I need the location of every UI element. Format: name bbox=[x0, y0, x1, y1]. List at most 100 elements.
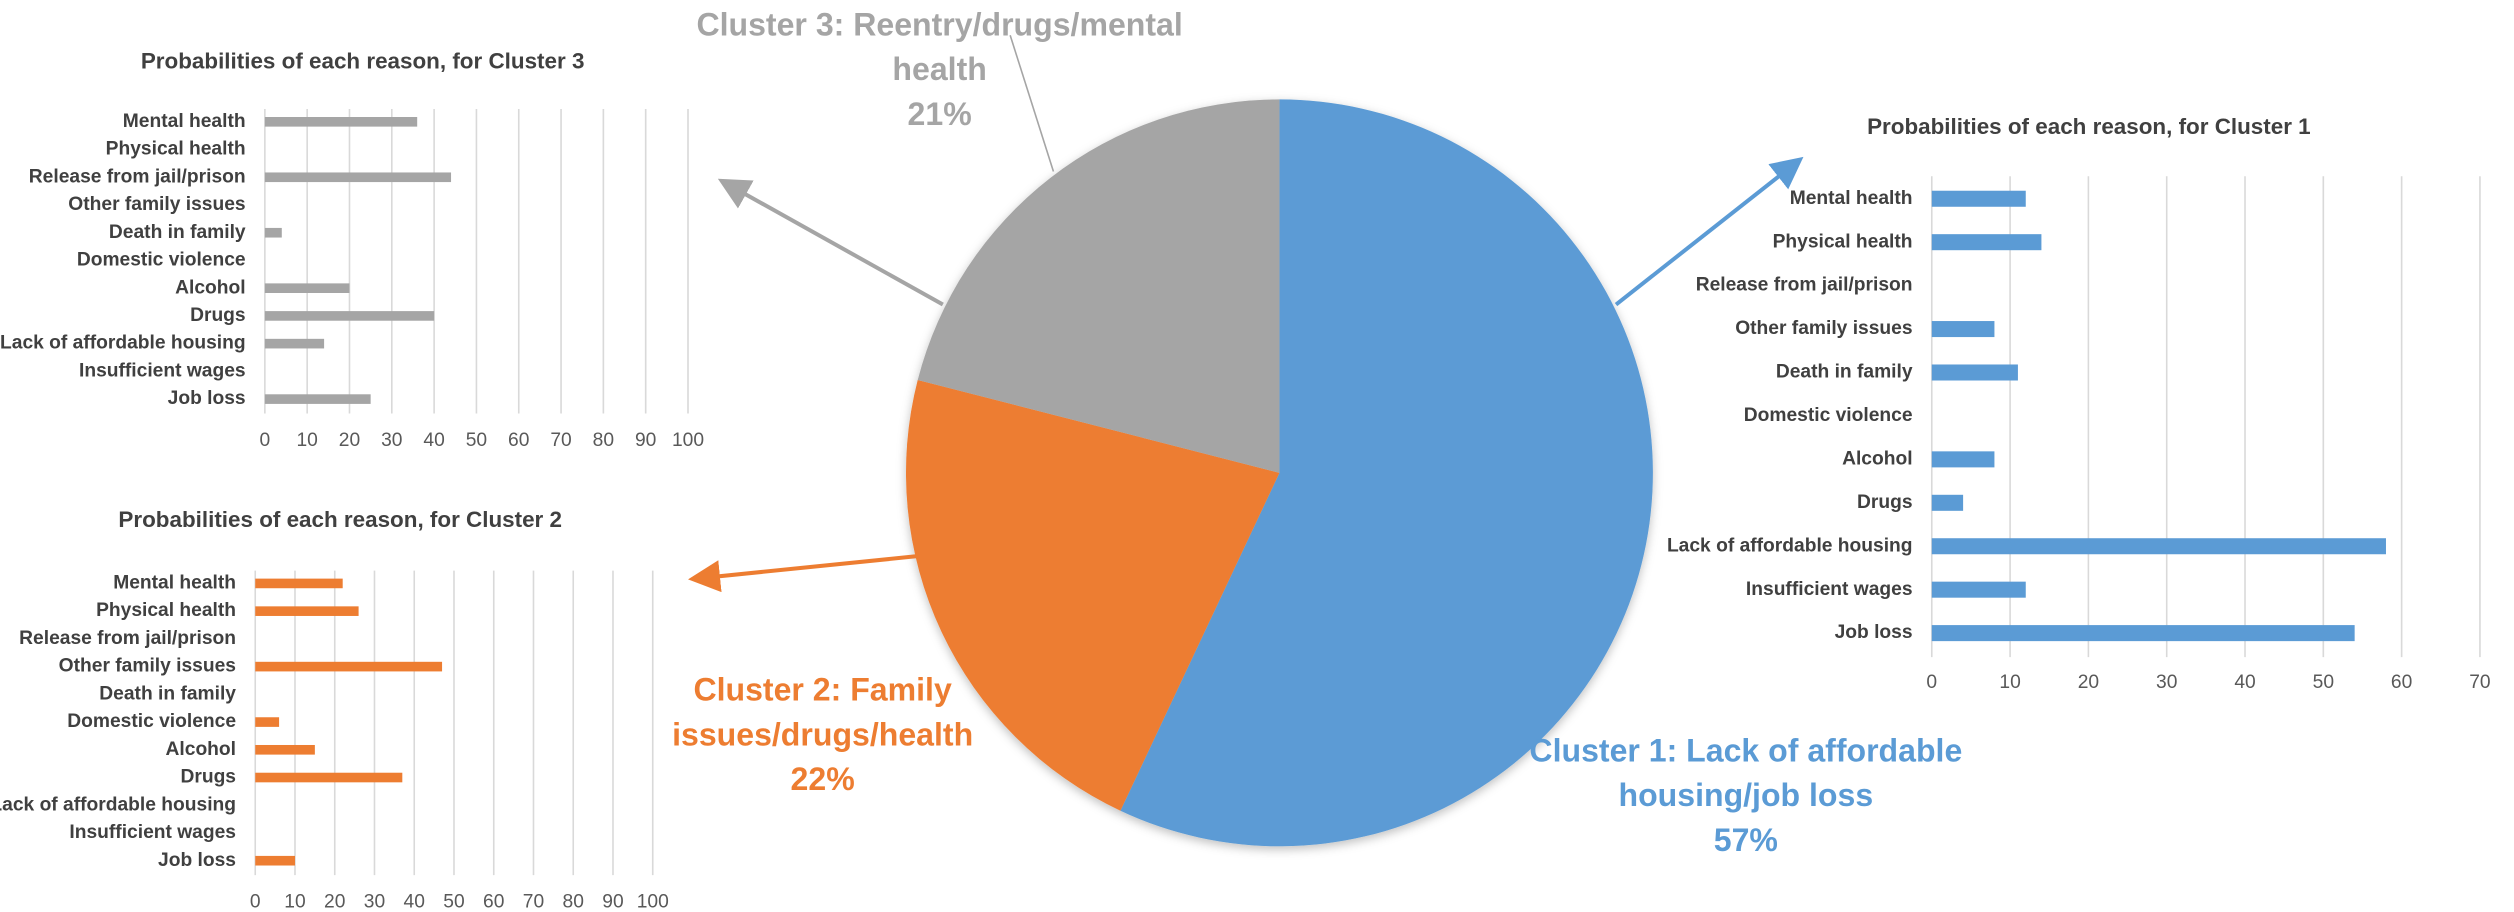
x-tick-label: 80 bbox=[593, 430, 614, 451]
y-tick-label: Mental health bbox=[1790, 188, 1913, 209]
x-tick-label: 10 bbox=[1999, 672, 2020, 693]
slice-name: Cluster 2: Family issues/drugs/health bbox=[672, 673, 974, 754]
chart-title: Probabilities of each reason, for Cluste… bbox=[141, 48, 585, 73]
y-tick-label: Job loss bbox=[168, 388, 246, 409]
y-tick-label: Insufficient wages bbox=[79, 360, 246, 381]
x-tick-label: 10 bbox=[296, 430, 317, 451]
bar bbox=[1931, 581, 2026, 598]
slice-percent: 21% bbox=[907, 97, 972, 134]
bar bbox=[255, 606, 359, 616]
x-tick-label: 40 bbox=[423, 430, 444, 451]
y-tick-label: Domestic violence bbox=[67, 711, 236, 732]
y-tick-label: Death in family bbox=[109, 222, 246, 243]
x-tick-label: 100 bbox=[637, 891, 669, 912]
y-tick-label: Alcohol bbox=[166, 739, 236, 760]
y-tick-label: Alcohol bbox=[175, 277, 245, 298]
x-tick-label: 40 bbox=[404, 891, 425, 912]
x-tick-label: 0 bbox=[250, 891, 261, 912]
bar bbox=[264, 338, 325, 349]
y-tick-label: Lack of affordable housing bbox=[0, 333, 246, 354]
y-tick-label: Mental health bbox=[113, 573, 236, 594]
x-tick-label: 90 bbox=[635, 430, 656, 451]
arrow bbox=[1614, 156, 1804, 307]
leader-line bbox=[1009, 35, 1055, 172]
bar bbox=[255, 772, 403, 783]
x-tick-label: 20 bbox=[339, 430, 360, 451]
x-tick-label: 70 bbox=[550, 430, 571, 451]
x-tick-label: 60 bbox=[483, 891, 504, 912]
bar bbox=[264, 283, 350, 293]
x-tick-label: 50 bbox=[2313, 672, 2334, 693]
pie-label-box: Cluster 3: Reentry/drugs/mental health 21… bbox=[691, 3, 1188, 138]
y-tick-label: Domestic violence bbox=[1744, 405, 1913, 426]
chart-title: Probabilities of each reason, for Cluste… bbox=[118, 507, 562, 532]
bar bbox=[1931, 190, 2026, 207]
pie-slice bbox=[905, 379, 1280, 811]
y-tick-label: Drugs bbox=[180, 767, 236, 788]
x-tick-label: 30 bbox=[2156, 672, 2177, 693]
x-tick-label: 10 bbox=[284, 891, 305, 912]
bar bbox=[264, 117, 418, 127]
y-tick-label: Physical health bbox=[96, 600, 236, 621]
x-tick-label: 90 bbox=[602, 891, 623, 912]
y-tick-label: Death in family bbox=[1776, 362, 1913, 383]
slice-percent: 57% bbox=[1713, 823, 1778, 860]
pie-label: Cluster 2: Family issues/drugs/health 22% bbox=[672, 673, 974, 799]
y-tick-label: Lack of affordable housing bbox=[0, 794, 236, 815]
arrow bbox=[717, 178, 944, 307]
bar bbox=[264, 172, 452, 183]
x-tick-label: 80 bbox=[563, 891, 584, 912]
bar bbox=[264, 311, 435, 321]
pie-label-box: Cluster 1: Lack of affordable housing/jo… bbox=[1513, 729, 1978, 864]
y-tick-label: Physical health bbox=[1773, 231, 1913, 252]
y-tick-label: Domestic violence bbox=[77, 250, 246, 271]
x-tick-label: 0 bbox=[260, 430, 271, 451]
x-tick-label: 0 bbox=[1926, 672, 1937, 693]
slice-percent: 22% bbox=[790, 762, 855, 799]
x-tick-label: 20 bbox=[324, 891, 345, 912]
y-tick-label: Mental health bbox=[123, 111, 246, 132]
y-tick-label: Release from jail/prison bbox=[19, 628, 236, 649]
x-tick-label: 60 bbox=[508, 430, 529, 451]
x-tick-label: 100 bbox=[672, 430, 704, 451]
y-tick-label: Other family issues bbox=[1735, 318, 1912, 339]
y-tick-label: Job loss bbox=[1835, 622, 1913, 643]
bar bbox=[1931, 625, 2355, 642]
y-tick-label: Insufficient wages bbox=[1746, 579, 1913, 600]
bar bbox=[1931, 321, 1995, 338]
pie-slice bbox=[1120, 99, 1653, 847]
bar bbox=[264, 227, 282, 238]
y-tick-label: Drugs bbox=[190, 305, 246, 326]
bar bbox=[1931, 451, 1995, 468]
x-tick-label: 30 bbox=[364, 891, 385, 912]
pie-slice bbox=[917, 99, 1280, 473]
y-tick-label: Job loss bbox=[158, 850, 236, 871]
y-tick-label: Other family issues bbox=[59, 656, 236, 677]
bar bbox=[264, 394, 371, 404]
y-tick-label: Death in family bbox=[99, 683, 236, 704]
x-tick-label: 70 bbox=[2469, 672, 2490, 693]
pie bbox=[905, 99, 1653, 847]
y-tick-label: Release from jail/prison bbox=[1696, 275, 1913, 296]
slice-name: Cluster 1: Lack of affordable housing/jo… bbox=[1529, 734, 1963, 815]
pie-label: Cluster 1: Lack of affordable housing/jo… bbox=[1513, 729, 1978, 864]
bar bbox=[255, 744, 315, 755]
x-tick-label: 40 bbox=[2234, 672, 2255, 693]
bar bbox=[1931, 494, 1964, 511]
x-tick-label: 30 bbox=[381, 430, 402, 451]
bar bbox=[255, 661, 443, 672]
y-tick-label: Drugs bbox=[1857, 492, 1913, 513]
arrow bbox=[688, 554, 918, 593]
y-tick-label: Alcohol bbox=[1842, 448, 1912, 469]
pie-label: Cluster 3: Reentry/drugs/mental health 21… bbox=[691, 3, 1188, 138]
y-tick-label: Insufficient wages bbox=[69, 822, 236, 843]
bar bbox=[1931, 364, 2018, 381]
chart-title: Probabilities of each reason, for Cluste… bbox=[1867, 114, 2311, 139]
y-tick-label: Lack of affordable housing bbox=[1667, 535, 1913, 556]
x-tick-label: 50 bbox=[443, 891, 464, 912]
bar bbox=[1931, 538, 2386, 555]
x-tick-label: 70 bbox=[523, 891, 544, 912]
y-tick-label: Physical health bbox=[106, 139, 246, 160]
